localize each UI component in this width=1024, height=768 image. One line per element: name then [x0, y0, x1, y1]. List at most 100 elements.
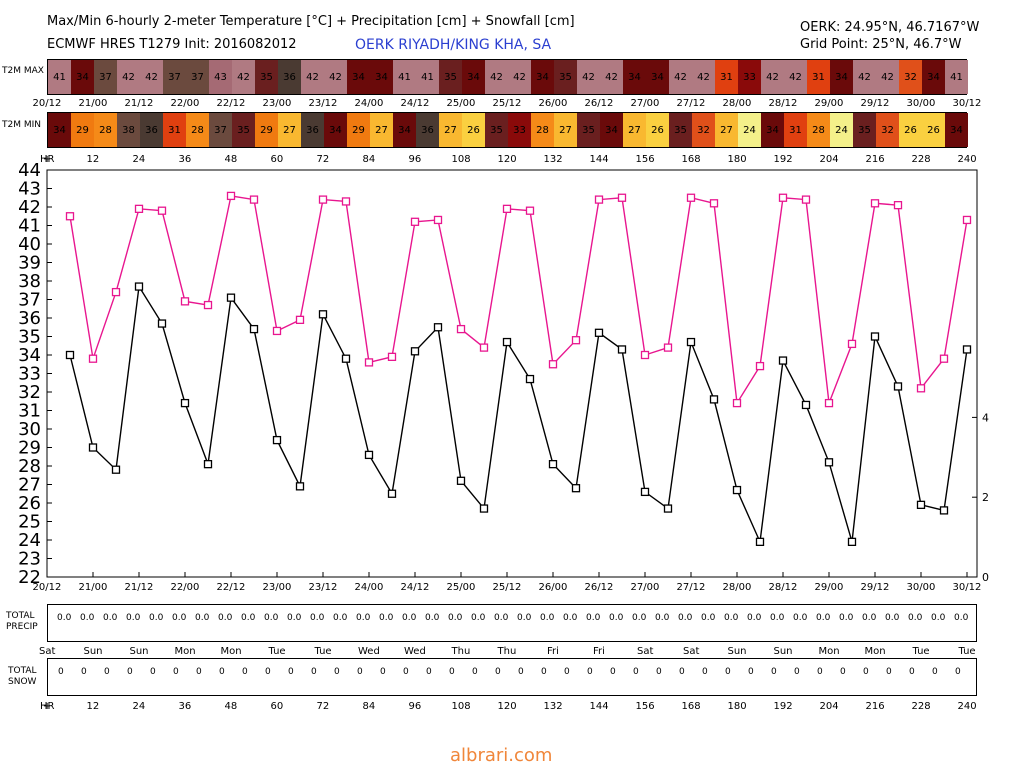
y-tick-label: 44: [18, 160, 41, 181]
hr-tick: 144: [589, 701, 609, 712]
day-tick: Tue: [912, 646, 930, 657]
t2m-min-label: T2M MIN: [2, 120, 42, 130]
max-temp-point: [111, 287, 121, 297]
snow-value: 0: [817, 667, 823, 677]
y-right-tick-label: 2: [982, 491, 989, 504]
hr-tick: 36: [178, 701, 192, 712]
min-cell: 35: [577, 113, 600, 147]
y-tick-label: 43: [18, 179, 41, 200]
date-tick: 23/12: [308, 582, 338, 593]
date-tick: 23/00: [262, 582, 292, 593]
max-temp-point: [847, 339, 857, 349]
snow-value: 0: [633, 667, 639, 677]
day-tick: Wed: [404, 646, 426, 657]
min-temp-point: [617, 345, 627, 354]
max-cell: 42: [301, 60, 324, 94]
date-tick: 22/12: [216, 582, 246, 593]
hr-tick: 180: [727, 154, 747, 165]
hr-tick: 204: [819, 154, 839, 165]
max-cell: 42: [669, 60, 692, 94]
day-tick: Sat: [39, 646, 56, 657]
snow-value: 0: [794, 667, 800, 677]
snow-value: 0: [863, 667, 869, 677]
snow-value: 0: [886, 667, 892, 677]
precip-value: 0.0: [632, 613, 647, 623]
max-cell: 42: [761, 60, 784, 94]
min-cell: 26: [462, 113, 485, 147]
max-temp-point: [594, 195, 604, 204]
gridpoint-coords: Grid Point: 25°N, 46.7°W: [800, 37, 962, 52]
date-tick: 21/00: [78, 98, 108, 109]
day-tick: Tue: [958, 646, 976, 657]
min-cell: 26: [899, 113, 922, 147]
snow-value: 0: [173, 667, 179, 677]
min-cell: 27: [439, 113, 462, 147]
min-cell: 34: [600, 113, 623, 147]
hr-tick: 36: [178, 154, 192, 165]
min-cell: 35: [669, 113, 692, 147]
hr-tick: +: [43, 701, 52, 712]
station-name: OERK RIYADH/KING KHA, SA: [355, 37, 552, 53]
hr-tick: 192: [773, 701, 793, 712]
max-cell: 43: [209, 60, 232, 94]
max-temp-point: [824, 398, 834, 408]
day-tick: Tue: [314, 646, 332, 657]
day-tick: Mon: [864, 646, 886, 657]
min-temp-point: [479, 504, 489, 513]
hr-tick: 168: [681, 701, 701, 712]
max-cell: 35: [439, 60, 462, 94]
y-tick-label: 39: [18, 253, 41, 274]
max-temp-point: [640, 350, 650, 360]
min-cell: 32: [692, 113, 715, 147]
date-tick: 29/12: [860, 98, 890, 109]
snow-value: 0: [587, 667, 593, 677]
date-tick: 26/00: [538, 98, 568, 109]
max-cell: 34: [922, 60, 945, 94]
snow-value: 0: [679, 667, 685, 677]
snow-value: 0: [219, 667, 225, 677]
hr-tick: 60: [270, 701, 284, 712]
y-tick-label: 22: [18, 567, 41, 588]
hr-tick: +: [43, 154, 52, 165]
precip-value: 0.0: [724, 613, 739, 623]
min-cell: 28: [94, 113, 117, 147]
snow-label-1: TOTAL: [8, 666, 37, 676]
snow-value: 0: [748, 667, 754, 677]
min-cell: 35: [232, 113, 255, 147]
hr-tick: 204: [819, 701, 839, 712]
max-temp-point: [502, 204, 512, 213]
min-temp-point: [318, 310, 328, 319]
max-cell: 32: [899, 60, 922, 94]
y-right-tick-label: 4: [982, 411, 989, 424]
snow-value: 0: [495, 667, 501, 677]
min-temp-point: [824, 458, 834, 467]
date-tick: 29/00: [814, 98, 844, 109]
min-cell: 34: [761, 113, 784, 147]
max-temp-point: [180, 297, 190, 306]
y-tick-label: 26: [18, 493, 41, 514]
max-cell: 42: [784, 60, 807, 94]
max-temp-point: [364, 358, 374, 367]
min-temp-point: [433, 323, 443, 332]
max-cell: 42: [140, 60, 163, 94]
min-cell: 29: [347, 113, 370, 147]
precip-value: 0.0: [80, 613, 95, 623]
t2m-max-label: T2M MAX: [2, 66, 44, 76]
precip-value: 0.0: [126, 613, 141, 623]
precip-value: 0.0: [264, 613, 279, 623]
max-temp-point: [341, 197, 351, 206]
hr-tick: 240: [957, 701, 977, 712]
min-cell: 28: [531, 113, 554, 147]
hr-tick: 108: [451, 701, 471, 712]
y-tick-label: 38: [18, 271, 41, 292]
date-tick: 20/12: [32, 582, 62, 593]
snow-value: 0: [403, 667, 409, 677]
precip-value: 0.0: [793, 613, 808, 623]
min-cell: 34: [48, 113, 71, 147]
max-temp-point: [617, 193, 627, 202]
max-cell: 34: [646, 60, 669, 94]
min-cell: 34: [324, 113, 347, 147]
day-tick: Thu: [451, 646, 471, 657]
day-tick: Sun: [727, 646, 747, 657]
date-tick: 25/12: [492, 582, 522, 593]
